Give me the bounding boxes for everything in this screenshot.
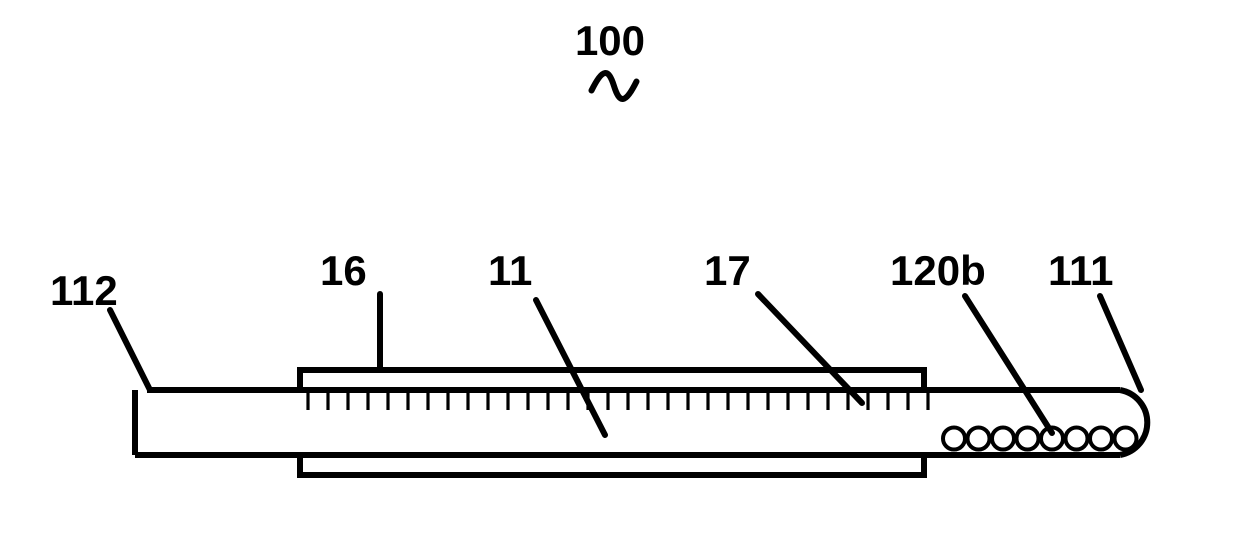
roller-circle: [1090, 428, 1112, 450]
refnum-120b: 120b: [890, 247, 986, 294]
roller-circle: [1115, 428, 1137, 450]
leader-112: [110, 310, 150, 390]
refnum-11: 11: [488, 247, 532, 294]
refnum-112: 112: [50, 267, 118, 314]
leader-17: [758, 294, 862, 403]
leader-120b: [965, 296, 1052, 433]
roller-circle: [943, 428, 965, 450]
roller-circle: [992, 428, 1014, 450]
tilde-icon: [592, 73, 637, 99]
figure-number-label: 100: [575, 17, 645, 64]
roller-circle: [968, 428, 990, 450]
refnum-111: 111: [1048, 247, 1113, 294]
refnum-16: 16: [320, 247, 367, 294]
roller-circle: [1017, 428, 1039, 450]
roller-circles: [943, 428, 1137, 450]
leader-111: [1100, 296, 1141, 390]
diagram: 100 112 16 11 17 120b 111: [0, 0, 1240, 538]
roller-circle: [1066, 428, 1088, 450]
refnum-17: 17: [704, 247, 751, 294]
